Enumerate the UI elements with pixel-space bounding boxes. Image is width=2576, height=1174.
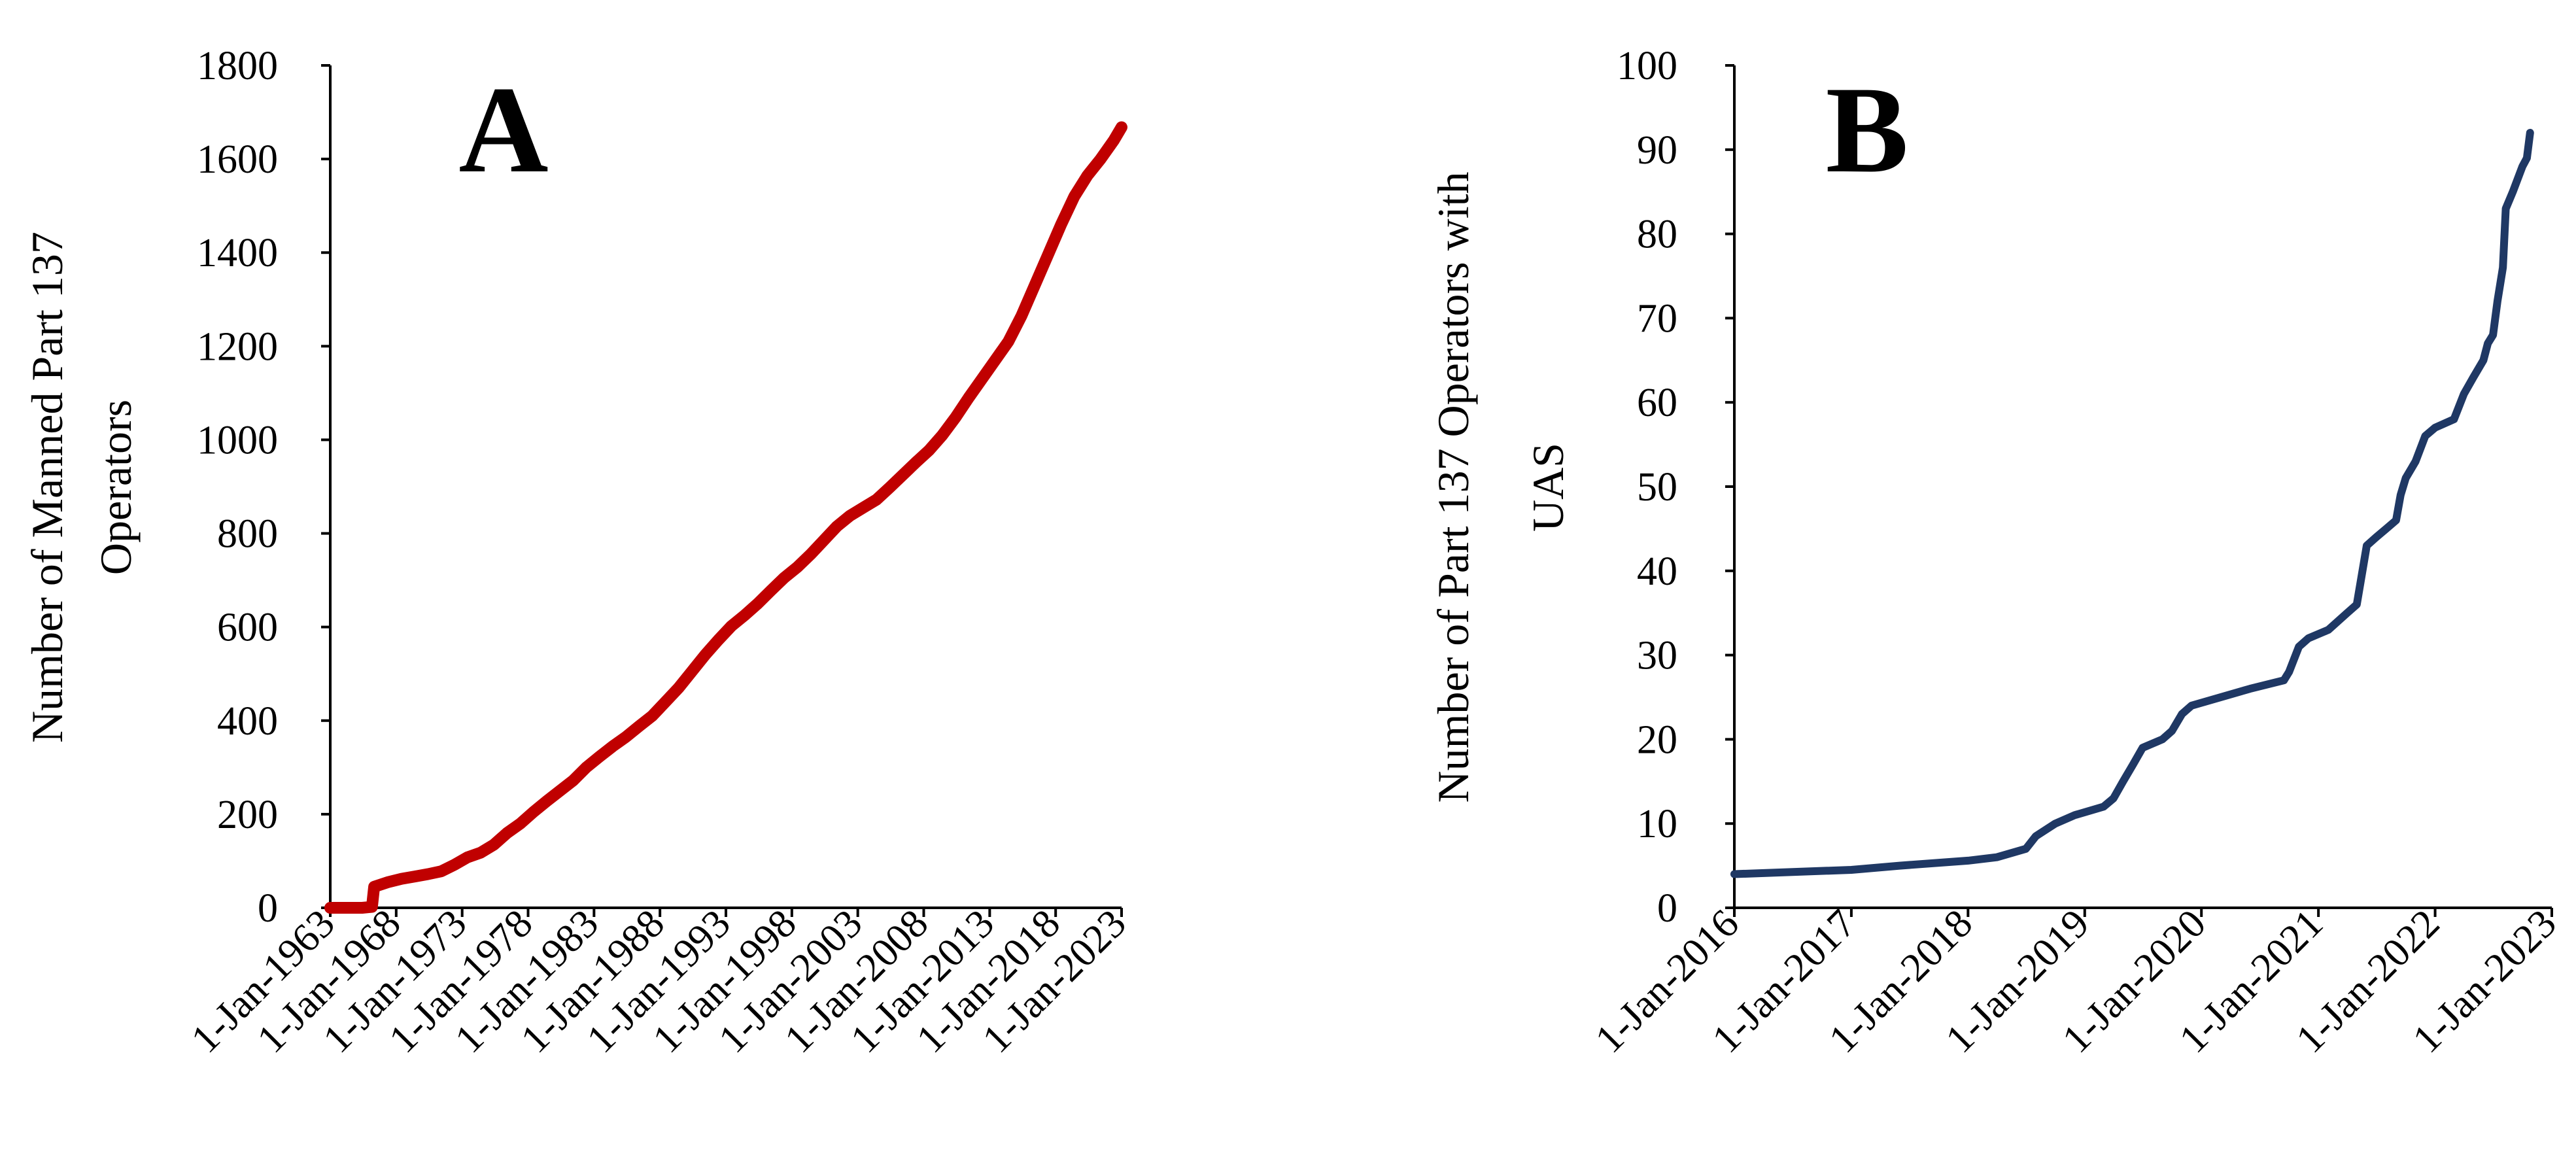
panel-letter: A bbox=[458, 61, 548, 199]
y-tick-label: 0 bbox=[1657, 886, 1677, 931]
y-tick-label: 200 bbox=[217, 793, 278, 837]
y-tick-label: 10 bbox=[1637, 802, 1677, 846]
y-tick-label: 70 bbox=[1637, 296, 1677, 341]
y-tick-label: 1200 bbox=[197, 324, 278, 369]
y-tick-label: 1600 bbox=[197, 137, 278, 182]
chart-panel-b: 01020304050607080901001-Jan-20161-Jan-20… bbox=[1428, 44, 2565, 1062]
chart-panel-a: 0200400600800100012001400160018001-Jan-1… bbox=[22, 44, 1135, 1062]
y-tick-label: 30 bbox=[1637, 634, 1677, 678]
y-tick-label: 0 bbox=[258, 886, 278, 931]
y-tick-label: 100 bbox=[1617, 44, 1677, 88]
y-axis-title: Operators bbox=[91, 400, 141, 575]
y-axis-title: Number of Part 137 Operators with bbox=[1428, 171, 1478, 803]
y-tick-label: 80 bbox=[1637, 213, 1677, 257]
series-line bbox=[1730, 129, 2534, 878]
y-axis-title: Number of Manned Part 137 bbox=[22, 232, 72, 743]
y-tick-label: 60 bbox=[1637, 381, 1677, 425]
y-tick-label: 20 bbox=[1637, 717, 1677, 762]
y-tick-label: 1000 bbox=[197, 418, 278, 462]
y-tick-label: 400 bbox=[217, 699, 278, 744]
series-line bbox=[324, 121, 1127, 914]
y-axis-title: UAS bbox=[1523, 443, 1573, 532]
y-tick-label: 40 bbox=[1637, 549, 1677, 594]
y-tick-label: 1800 bbox=[197, 44, 278, 88]
y-tick-label: 90 bbox=[1637, 128, 1677, 173]
panel-letter: B bbox=[1826, 61, 1909, 199]
y-tick-label: 50 bbox=[1637, 465, 1677, 509]
y-tick-label: 800 bbox=[217, 512, 278, 557]
y-tick-label: 1400 bbox=[197, 231, 278, 275]
y-tick-label: 600 bbox=[217, 606, 278, 650]
